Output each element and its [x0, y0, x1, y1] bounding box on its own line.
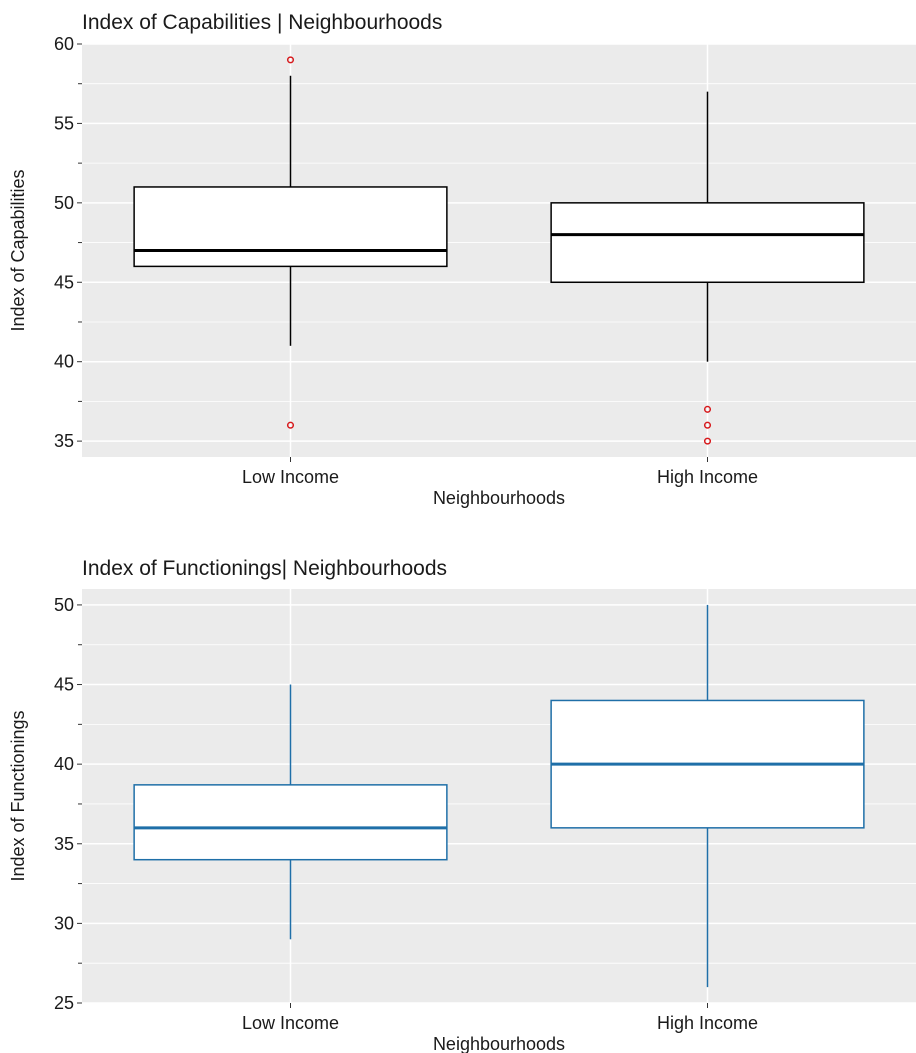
box-iqr — [133, 784, 448, 861]
x-tick-label: High Income — [657, 1013, 758, 1033]
y-tick-label: 50 — [54, 595, 74, 615]
y-tick-label: 25 — [54, 993, 74, 1013]
y-tick-label: 50 — [54, 193, 74, 213]
x-tick-label: Low Income — [242, 467, 339, 487]
outlier-point — [703, 421, 712, 429]
y-tick-label: 55 — [54, 113, 74, 133]
y-tick-label: 40 — [54, 754, 74, 774]
y-axis-label: Index of Capabilities — [8, 169, 28, 331]
chart-panel-2: Index of Functionings| Neighbourhoods 25 3… — [8, 557, 916, 1053]
box-high-income — [550, 91, 865, 445]
y-tick-label: 45 — [54, 675, 74, 695]
y-axis-label: Index of Functionings — [8, 710, 28, 881]
outlier-point — [703, 437, 712, 445]
box-iqr — [133, 186, 448, 268]
y-tick-label: 35 — [54, 431, 74, 451]
chart-panel-1: Index of Capabilities | Neighbourhoods 35… — [8, 11, 916, 508]
y-tick-label: 45 — [54, 272, 74, 292]
chart-title: Index of Functionings| Neighbourhoods — [82, 557, 447, 580]
chart-title: Index of Capabilities | Neighbourhoods — [82, 11, 442, 34]
y-tick-label: 60 — [54, 34, 74, 54]
x-axis-label: Neighbourhoods — [433, 488, 565, 508]
y-tick-label: 40 — [54, 352, 74, 372]
box-iqr — [550, 202, 865, 284]
box-low-income — [133, 56, 448, 429]
y-tick-label: 35 — [54, 834, 74, 854]
box-low-income — [133, 684, 448, 940]
x-tick-label: High Income — [657, 467, 758, 487]
box-high-income — [550, 604, 865, 988]
x-tick-label: Low Income — [242, 1013, 339, 1033]
outlier-point — [286, 56, 295, 64]
outlier-point — [286, 421, 295, 429]
x-axis-label: Neighbourhoods — [433, 1034, 565, 1053]
outlier-point — [703, 405, 712, 413]
y-tick-label: 30 — [54, 913, 74, 933]
